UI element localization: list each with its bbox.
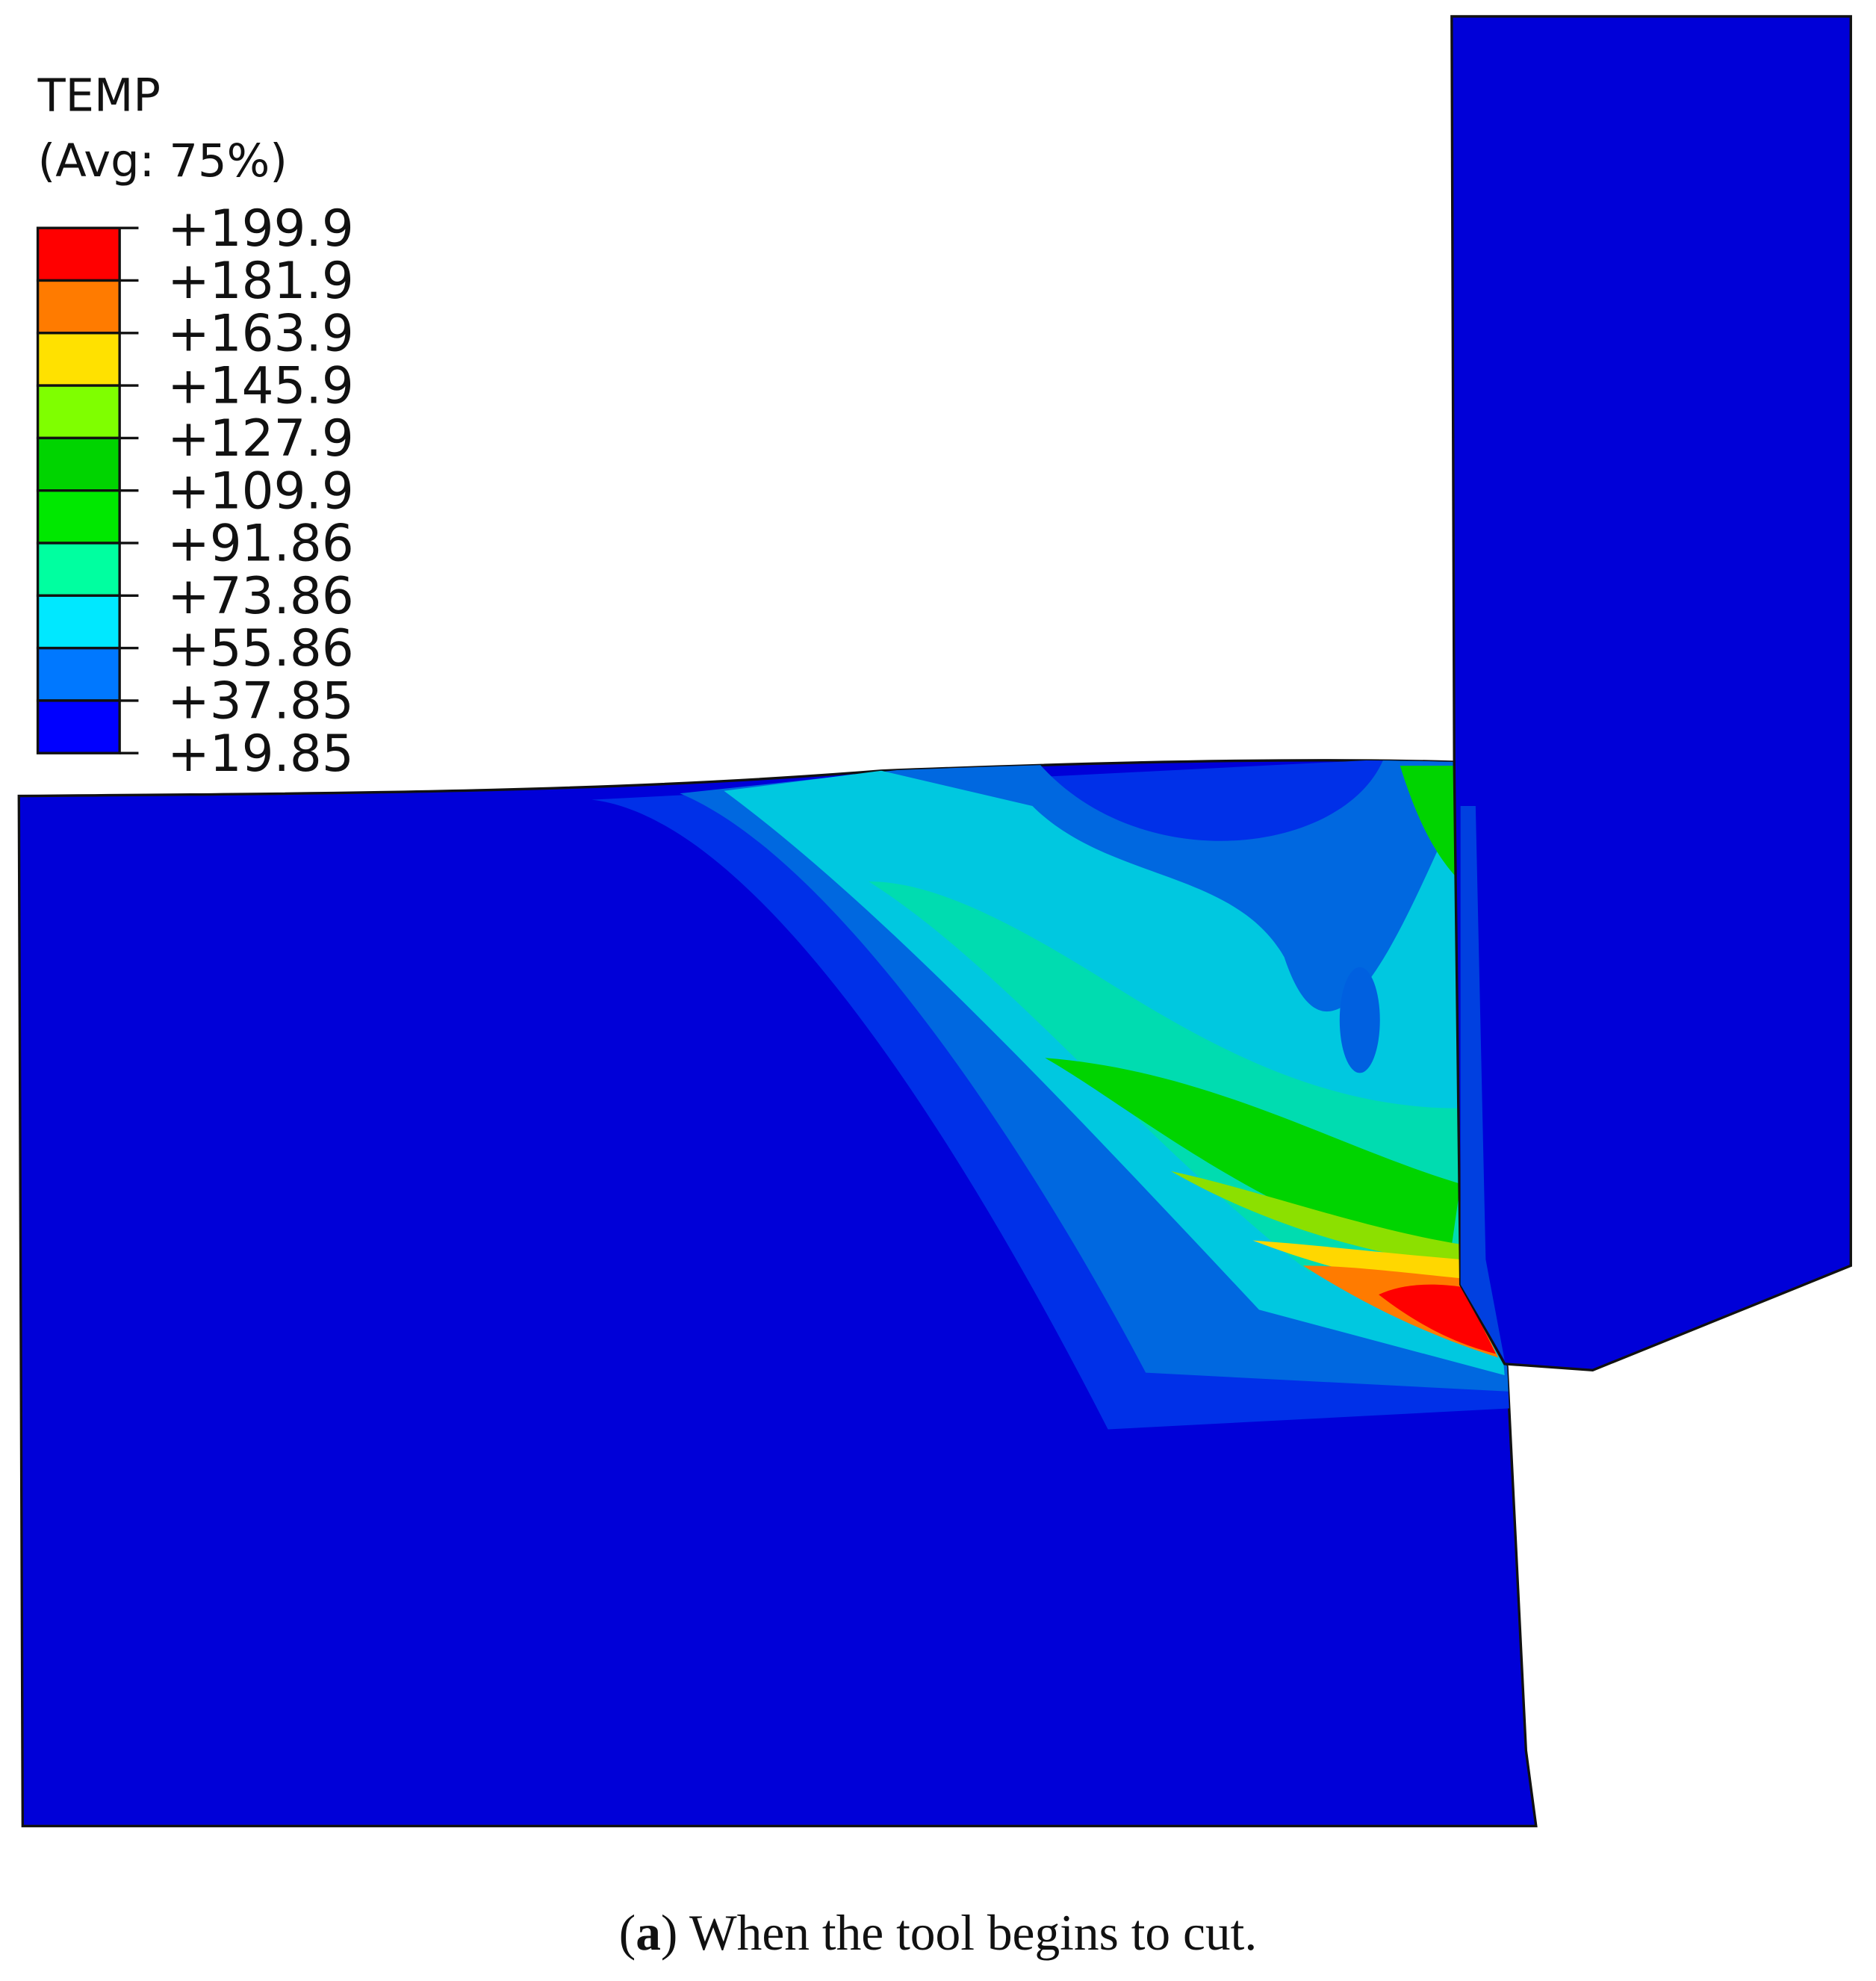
legend-label: +199.9 [167,199,354,258]
legend-swatch [36,226,121,282]
caption-part: ) When the tool begins to cut. [661,1905,1257,1961]
legend-label: +109.9 [167,461,354,520]
temperature-contours [591,760,1518,1430]
legend-label: +73.86 [167,566,354,625]
legend-label: +55.86 [167,619,354,678]
legend-label: +181.9 [167,251,354,310]
legend-label: +163.9 [167,303,354,362]
legend-swatch [36,279,121,335]
legend-swatch [36,699,121,754]
tool [1450,15,1852,1372]
contour [1339,967,1380,1073]
legend-swatch [36,436,121,492]
legend-swatch [36,384,121,440]
contour [1379,1284,1496,1354]
caption: (a) When the tool begins to cut. [619,1905,1257,1961]
legend-label: +19.85 [167,724,354,783]
contour [1400,766,1461,882]
contour [1045,1058,1461,1272]
legend-label: +37.85 [167,672,354,731]
caption-part: ( [619,1905,636,1961]
legend-label: +127.9 [167,409,354,468]
caption-label: a [636,1905,661,1961]
legend-swatch [36,594,121,650]
tool-contour [1460,806,1505,1360]
legend-subtitle: (Avg: 75%) [38,135,288,187]
legend-swatch [36,542,121,597]
legend-label: +91.86 [167,514,354,573]
legend: +199.9+181.9+163.9+145.9+127.9+109.9+91.… [36,199,354,783]
contour [1170,1171,1461,1266]
legend-label: +145.9 [167,356,354,415]
legend-title: TEMP [37,69,161,122]
legend-swatch [36,489,121,545]
legend-swatch [36,332,121,387]
legend-swatch [36,646,121,702]
